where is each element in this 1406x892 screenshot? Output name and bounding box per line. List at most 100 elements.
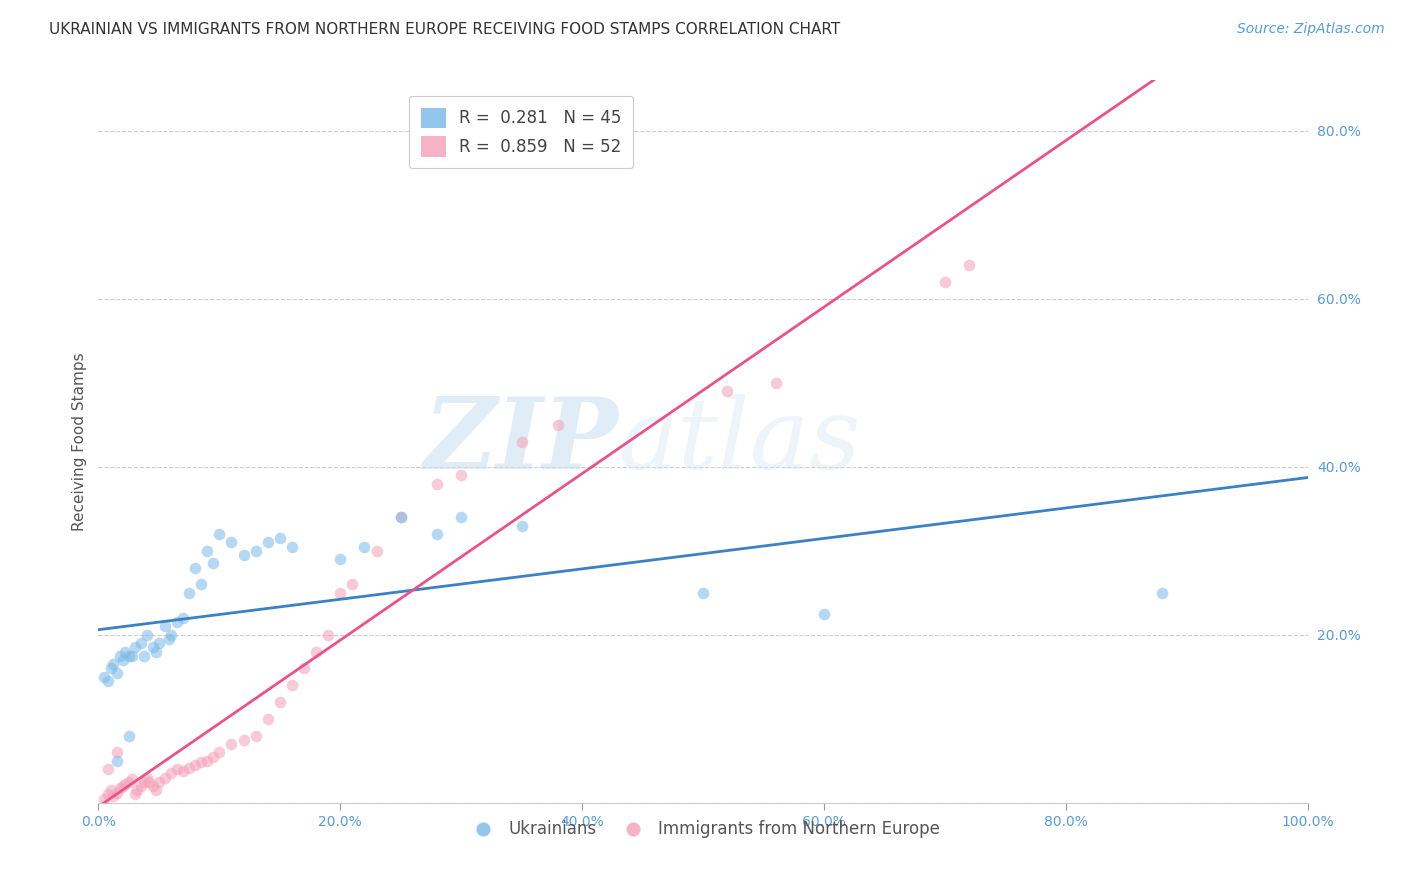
Point <box>129 779 152 793</box>
Point <box>93 670 115 684</box>
Point <box>305 644 328 658</box>
Point <box>108 648 131 663</box>
Text: Source: ZipAtlas.com: Source: ZipAtlas.com <box>1237 22 1385 37</box>
Point <box>342 577 364 591</box>
Point <box>148 774 170 789</box>
Point <box>97 673 120 688</box>
Point <box>124 788 146 802</box>
Point <box>114 644 136 658</box>
Point <box>105 745 128 759</box>
Point <box>329 552 352 566</box>
Point <box>100 661 122 675</box>
Point <box>134 774 156 789</box>
Point <box>245 543 267 558</box>
Point <box>184 758 207 772</box>
Point <box>179 586 201 600</box>
Point <box>93 791 115 805</box>
Point <box>426 476 449 491</box>
Point <box>765 376 787 390</box>
Point <box>281 678 304 692</box>
Point <box>160 766 183 780</box>
Point <box>101 657 124 672</box>
Point <box>118 648 141 663</box>
Point <box>510 434 533 449</box>
Point <box>389 510 412 524</box>
Point <box>160 628 183 642</box>
Point <box>118 729 141 743</box>
Point <box>256 535 278 549</box>
Point <box>329 586 352 600</box>
Point <box>1152 586 1174 600</box>
Point <box>692 586 714 600</box>
Point <box>208 745 231 759</box>
Point <box>426 527 449 541</box>
Point <box>510 518 533 533</box>
Point <box>138 774 160 789</box>
Point <box>269 695 291 709</box>
Point <box>100 783 122 797</box>
Point <box>184 560 207 574</box>
Point <box>148 636 170 650</box>
Point <box>97 788 120 802</box>
Point <box>366 543 388 558</box>
Point <box>716 384 738 398</box>
Point <box>121 648 143 663</box>
Text: ZIP: ZIP <box>423 393 619 490</box>
Point <box>129 636 152 650</box>
Point <box>269 531 291 545</box>
Point <box>105 786 128 800</box>
Point <box>450 510 472 524</box>
Point <box>190 577 212 591</box>
Point <box>142 779 165 793</box>
Text: atlas: atlas <box>619 394 860 489</box>
Point <box>135 628 157 642</box>
Point <box>111 653 134 667</box>
Point <box>134 648 156 663</box>
Text: UKRAINIAN VS IMMIGRANTS FROM NORTHERN EUROPE RECEIVING FOOD STAMPS CORRELATION C: UKRAINIAN VS IMMIGRANTS FROM NORTHERN EU… <box>49 22 841 37</box>
Legend: Ukrainians, Immigrants from Northern Europe: Ukrainians, Immigrants from Northern Eur… <box>460 814 946 845</box>
Point <box>232 548 254 562</box>
Point <box>114 777 136 791</box>
Point <box>292 661 315 675</box>
Point <box>450 468 472 483</box>
Point <box>208 527 231 541</box>
Point <box>127 783 149 797</box>
Point <box>166 762 188 776</box>
Point <box>105 665 128 680</box>
Point <box>101 789 124 803</box>
Point <box>172 611 194 625</box>
Point <box>353 540 375 554</box>
Point <box>195 543 218 558</box>
Point <box>105 754 128 768</box>
Point <box>256 712 278 726</box>
Point <box>135 771 157 785</box>
Point <box>145 644 167 658</box>
Point <box>245 729 267 743</box>
Point <box>179 760 201 774</box>
Point <box>813 607 835 621</box>
Point <box>172 764 194 778</box>
Y-axis label: Receiving Food Stamps: Receiving Food Stamps <box>72 352 87 531</box>
Point <box>281 540 304 554</box>
Point <box>145 783 167 797</box>
Point <box>202 749 225 764</box>
Point <box>934 275 956 289</box>
Point <box>153 619 176 633</box>
Point <box>221 535 243 549</box>
Point <box>389 510 412 524</box>
Point <box>118 774 141 789</box>
Point <box>108 780 131 795</box>
Point <box>124 640 146 655</box>
Point <box>157 632 180 646</box>
Point <box>111 779 134 793</box>
Point <box>195 754 218 768</box>
Point <box>221 737 243 751</box>
Point <box>190 756 212 770</box>
Point <box>547 417 569 432</box>
Point <box>153 771 176 785</box>
Point <box>316 628 339 642</box>
Point <box>202 557 225 571</box>
Point <box>957 258 980 272</box>
Point <box>142 640 165 655</box>
Point <box>232 732 254 747</box>
